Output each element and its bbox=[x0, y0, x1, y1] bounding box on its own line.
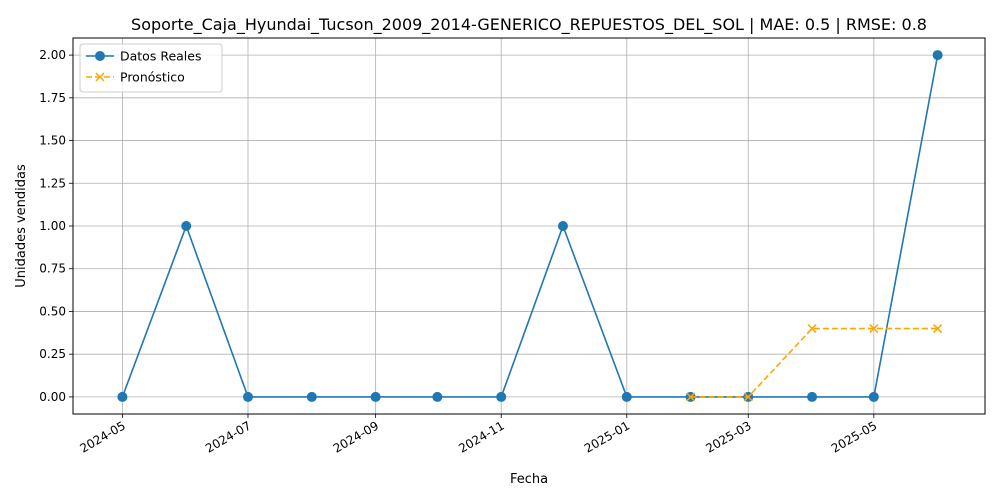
data-point-datos-reales bbox=[117, 391, 128, 402]
legend-label: Pronóstico bbox=[120, 70, 185, 85]
series-line-pronostico bbox=[690, 327, 938, 398]
y-tick-label: 0.00 bbox=[39, 390, 66, 404]
y-tick-label: 0.50 bbox=[39, 304, 66, 318]
y-tick-label: 1.75 bbox=[39, 91, 66, 105]
y-tick-label: 1.50 bbox=[39, 134, 66, 148]
y-tick-label: 0.25 bbox=[39, 347, 66, 361]
series-pronostico bbox=[686, 324, 943, 402]
legend: Datos Reales Pronóstico bbox=[79, 43, 223, 93]
data-point-datos-reales bbox=[932, 50, 943, 61]
data-point-datos-reales bbox=[306, 391, 317, 402]
series-line-datos-reales bbox=[121, 54, 939, 398]
y-tick-label: 1.25 bbox=[39, 176, 66, 190]
data-point-pronostico bbox=[869, 324, 879, 334]
data-point-datos-reales bbox=[621, 391, 632, 402]
chart-title: Soporte_Caja_Hyundai_Tucson_2009_2014-GE… bbox=[131, 15, 927, 35]
y-tick-label: 1.00 bbox=[39, 219, 66, 233]
x-axis-label: Fecha bbox=[510, 472, 548, 487]
data-point-datos-reales bbox=[807, 391, 818, 402]
data-point-pronostico bbox=[933, 324, 943, 334]
grid bbox=[73, 38, 985, 414]
legend-box bbox=[79, 43, 223, 93]
y-axis-label: Unidades vendidas bbox=[14, 164, 29, 288]
data-point-datos-reales bbox=[181, 221, 192, 231]
data-point-pronostico bbox=[807, 324, 817, 334]
series-layer bbox=[117, 50, 943, 402]
data-point-pronostico bbox=[743, 392, 753, 402]
y-tick-label: 2.00 bbox=[39, 48, 66, 62]
data-point-datos-reales bbox=[432, 391, 443, 402]
legend-marker-1 bbox=[95, 72, 105, 82]
legend-label: Datos Reales bbox=[120, 49, 201, 64]
legend-marker-0 bbox=[95, 51, 105, 61]
data-point-datos-reales bbox=[557, 221, 568, 231]
y-tick-label: 0.75 bbox=[39, 262, 66, 276]
data-point-datos-reales bbox=[242, 391, 253, 402]
data-point-datos-reales bbox=[496, 391, 507, 402]
data-point-datos-reales bbox=[370, 391, 381, 402]
data-point-pronostico bbox=[686, 392, 696, 402]
data-point-datos-reales bbox=[868, 391, 879, 402]
